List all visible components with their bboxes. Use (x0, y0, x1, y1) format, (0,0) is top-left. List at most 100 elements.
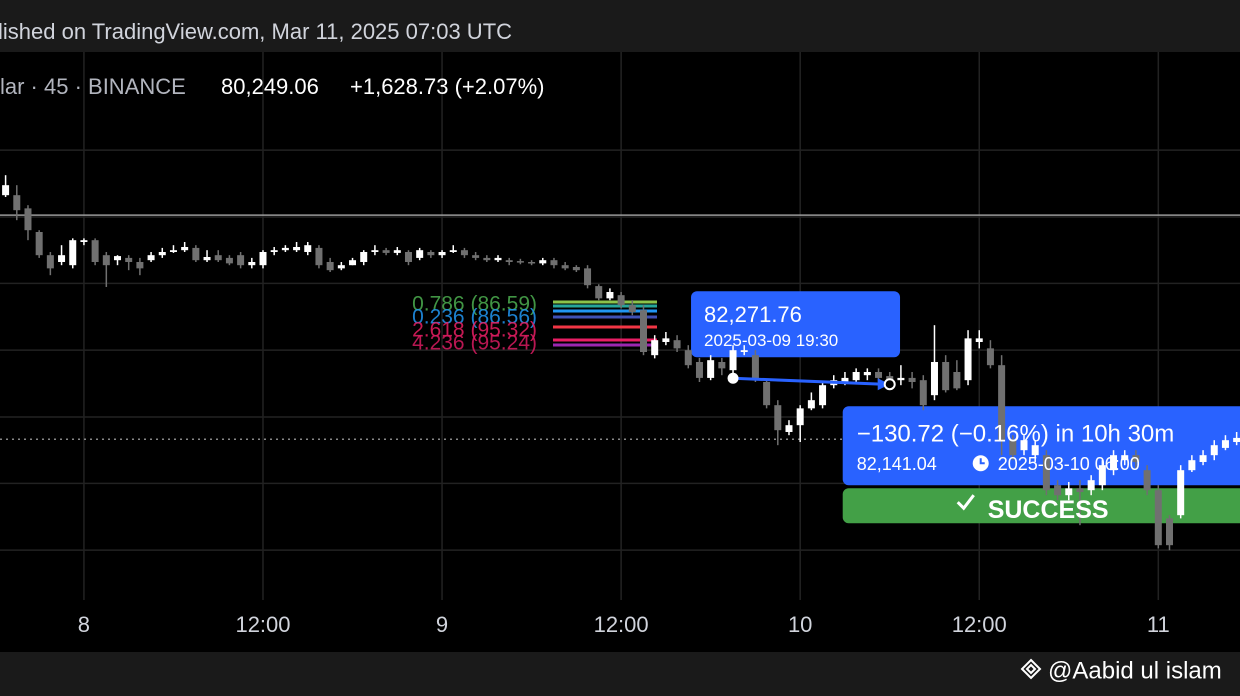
candle-body (136, 262, 144, 269)
candle-body (1188, 460, 1196, 471)
fib-label: 4.236 (95.24) (412, 332, 537, 355)
candle-body (58, 255, 66, 262)
candle-body (919, 380, 927, 406)
candle-body (1221, 440, 1229, 448)
check-icon (956, 494, 975, 511)
candle-body (785, 425, 793, 432)
x-tick-label: 12:00 (594, 612, 649, 637)
fib-label: 0.236 (86.56) (412, 306, 537, 329)
candle-body (472, 255, 480, 258)
x-tick-label: 8 (78, 612, 90, 637)
candle-body (214, 255, 222, 261)
candle-body (740, 350, 748, 352)
candle-body (1165, 518, 1173, 546)
candle-body (393, 250, 401, 253)
candle-body (953, 372, 961, 389)
top-bar (0, 0, 1240, 52)
candle-body (550, 260, 558, 266)
candle-body (35, 232, 43, 256)
candle-body (1233, 437, 1240, 442)
candle-body (1121, 455, 1129, 461)
candle-body (539, 260, 547, 264)
fib-label: 0.786 (86.59) (412, 293, 537, 316)
candle-body (1054, 485, 1062, 496)
candle-body (416, 250, 424, 258)
candle-body (662, 338, 670, 342)
candle-body (640, 310, 648, 352)
candle-body (852, 372, 860, 381)
candle-body (181, 247, 189, 251)
candle-body (628, 305, 636, 312)
candle-body (259, 252, 267, 266)
candle-body (1110, 455, 1118, 471)
candle-body (875, 372, 883, 378)
candle-body (192, 247, 200, 261)
candle-body (729, 350, 737, 371)
candle-body (1087, 480, 1095, 491)
candle-body (281, 247, 289, 251)
candle-body (595, 286, 603, 299)
candle-body (69, 240, 77, 266)
candle-body (1009, 440, 1017, 456)
candle-body (360, 252, 368, 262)
candle-body (930, 362, 938, 396)
candle-body (964, 338, 972, 381)
candle-body (80, 240, 88, 242)
status-box (842, 488, 1240, 524)
x-tick-label: 12:00 (952, 612, 1007, 637)
candle-body (158, 252, 166, 256)
candle-body (1210, 445, 1218, 456)
candle-body (572, 267, 580, 271)
candle-body (1042, 455, 1050, 491)
candle-body (293, 247, 301, 251)
exit-time: 2025-03-10 06:00 (998, 454, 1140, 474)
candle-body (886, 376, 894, 381)
candle-body (998, 365, 1006, 441)
bottom-bar (0, 652, 1240, 696)
candle-body (1177, 470, 1185, 516)
fib-levels: 0.786 (86.59)0.236 (86.56)2.618 (95.32)4… (412, 293, 657, 355)
candle-body (1143, 470, 1151, 491)
candle-body (1031, 445, 1039, 456)
candle-body (427, 252, 435, 256)
prediction-arrow (732, 376, 884, 386)
entry-time: 2025-03-09 19:30 (704, 331, 838, 350)
author-icon (1020, 658, 1042, 680)
candle-body (270, 250, 278, 252)
clock-hands (979, 458, 985, 465)
candle-body (2, 185, 10, 196)
candle-body (763, 382, 771, 406)
candle-body (1154, 490, 1162, 546)
candle-body (796, 408, 804, 426)
price-change: +1,628.73 (+2.07%) (350, 74, 544, 99)
result-change: −130.72 (−0.16%) in 10h 30m (857, 421, 1175, 448)
entry-label-box (691, 291, 901, 358)
candle-body (460, 250, 468, 256)
x-tick-label: 11 (1147, 612, 1170, 637)
candle-body (942, 362, 950, 391)
candle-body (584, 268, 592, 286)
candle-body (315, 247, 323, 266)
candle-body (382, 250, 390, 253)
candle-body (404, 252, 412, 262)
candle-body (125, 257, 133, 262)
result-box (842, 406, 1240, 486)
x-tick-label: 9 (436, 612, 448, 637)
entry-price: 82,271.76 (704, 302, 802, 327)
author: @Aabid ul islam (1048, 657, 1222, 684)
candle-body (483, 257, 491, 261)
exit-price: 82,141.04 (857, 454, 937, 474)
candle-body (102, 255, 110, 266)
candle-body (707, 360, 715, 378)
candle-body (751, 355, 759, 381)
candle-body (695, 362, 703, 378)
candle-body (841, 377, 849, 382)
candle-body (718, 362, 726, 369)
candle-body (326, 262, 334, 271)
candle-body (617, 295, 625, 306)
candle-body (986, 348, 994, 366)
candle-body (169, 250, 177, 252)
candle-body (516, 261, 524, 263)
x-tick-label: 12:00 (235, 612, 290, 637)
